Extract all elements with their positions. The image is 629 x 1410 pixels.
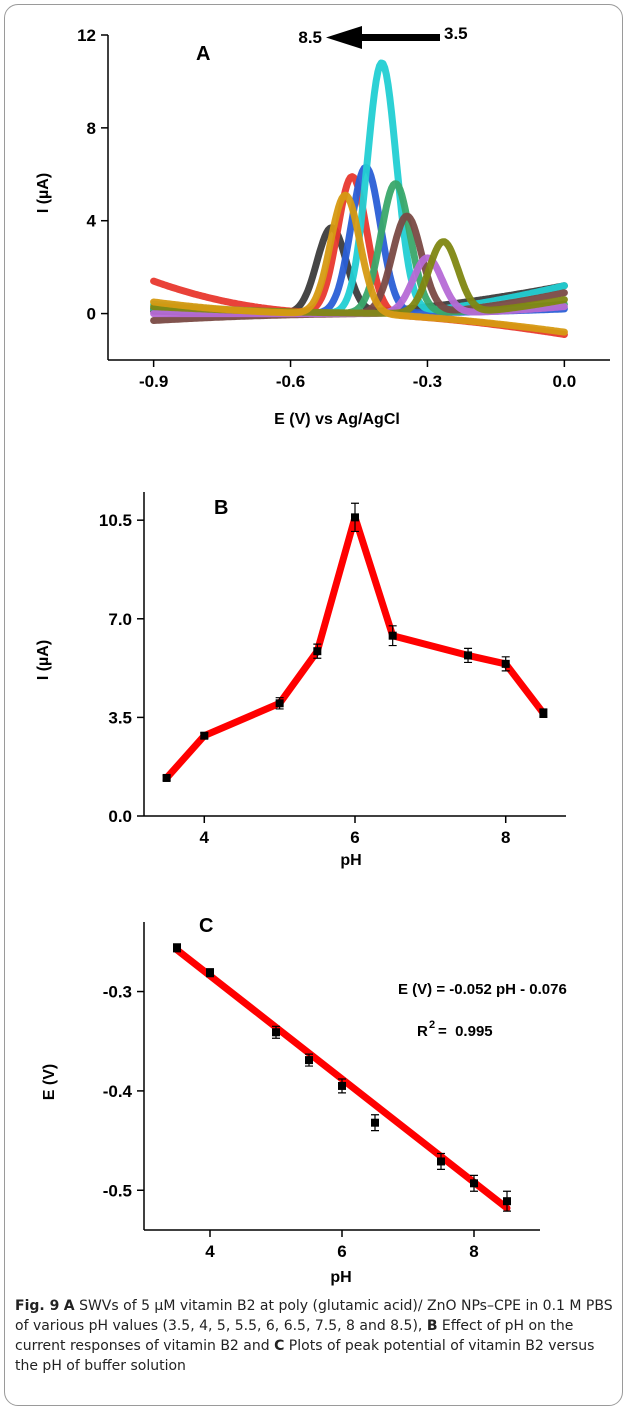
caption-label-a: A [63,1298,75,1314]
chart-c-x-tick-label: 8 [469,1242,478,1261]
chart-b-data-point [501,659,510,668]
chart-c-y-tick-label: -0.4 [103,1082,133,1101]
chart-b-data-point [162,773,171,782]
caption-text-b: Effect of pH on the current responses of… [15,1318,574,1354]
chart-b-y-tick-label: 10.5 [99,511,132,530]
chart-b-plot-area: 4 6 8 0.0 3.5 7.0 10.5 [99,492,566,847]
chart-b-y-tick-label: 0.0 [108,807,132,826]
chart-c-y-axis-label: E (V) [41,1064,58,1100]
chart-b-data-point [464,651,473,660]
chart-c-y-tick-label: -0.5 [103,1181,132,1200]
chart-c-data-point [305,1056,313,1065]
chart-c-x-tick-label: 4 [205,1242,215,1261]
chart-b-x-tick-label: 8 [501,828,510,847]
chart-a-x-tick-label: -0.9 [139,372,168,391]
figure-frame [4,4,623,1406]
chart-a-x-axis-label: E (V) vs Ag/AgCl [274,411,400,428]
chart-c-data-point [206,968,214,977]
chart-a-x-tick-label: -0.6 [276,372,305,391]
chart-c-x-axis-label: pH [330,1269,351,1286]
chart-a-y-tick-label: 8 [87,119,96,138]
chart-b: 4 6 8 0.0 3.5 7.0 10.5 B pH I (µA) [35,492,566,869]
chart-b-series-line [163,513,547,781]
chart-b-data-point [351,513,359,522]
chart-a-y-tick-label: 0 [87,305,96,324]
chart-c-data-point [173,943,181,952]
chart-b-data-point [275,699,284,708]
caption-label-b: B [426,1318,438,1334]
chart-c: 4 6 8 -0.3 -0.4 -0.5 C E (V) = -0.052 pH - 0.… [41,915,567,1286]
chart-b-x-tick-label: 4 [200,828,210,847]
chart-c-r2-superscript: 2 [429,1019,435,1031]
chart-b-y-tick-label: 7.0 [108,610,132,629]
caption-text-a: SWVs of 5 µM vitamin B2 at poly (glutami… [15,1298,613,1334]
chart-b-y-tick-label: 3.5 [108,708,132,727]
chart-c-data-point [470,1179,478,1188]
chart-b-data-point [539,709,548,718]
chart-c-data-point [338,1081,346,1090]
chart-a-y-axis-label: I (µA) [35,173,52,213]
chart-a-arrow-end-label: 8.5 [298,28,322,47]
caption-label-c: C [274,1338,285,1354]
chart-b-y-axis-label: I (µA) [35,640,52,680]
chart-c-y-tick-label: -0.3 [103,983,132,1002]
chart-a-y-tick-label: 4 [87,212,97,231]
chart-c-r-squared: R 2 = 0.995 [417,1019,493,1040]
chart-a-x-tick-label: 0.0 [553,372,577,391]
chart-a-arrow [326,26,440,49]
caption-fig-label: Fig. 9 [15,1298,60,1314]
chart-c-x-tick-label: 6 [337,1242,346,1261]
chart-a-arrow-start-label: 3.5 [444,24,468,43]
chart-c-data-point [371,1118,379,1127]
chart-a-y-tick-label: 12 [77,26,96,45]
chart-a-plot-area: -0.9 -0.6 -0.3 0.0 0 4 8 12 [77,26,610,391]
chart-b-data-point [388,631,397,640]
chart-c-plot-area: 4 6 8 -0.3 -0.4 -0.5 [103,922,540,1261]
chart-c-r2-value: = 0.995 [438,1023,493,1040]
chart-c-data-point [272,1028,280,1037]
chart-a-x-tick-label: -0.3 [413,372,442,391]
chart-b-x-axis-label: pH [340,852,361,869]
chart-a-panel-label: A [196,43,210,65]
chart-b-data-point [200,731,209,740]
figure-caption: Fig. 9 A SWVs of 5 µM vitamin B2 at poly… [15,1296,617,1376]
chart-c-equation: E (V) = -0.052 pH - 0.076 [398,981,567,998]
chart-a: -0.9 -0.6 -0.3 0.0 0 4 8 12 A 8.5 3.5 E (V) vs … [35,24,610,428]
chart-c-data-point [503,1197,511,1206]
chart-a-series-line-9 [150,191,568,336]
chart-c-r2-prefix: R [417,1023,428,1040]
chart-b-data-point [313,647,322,656]
chart-b-panel-label: B [214,497,228,519]
chart-c-panel-label: C [199,915,213,937]
chart-c-data-point [437,1157,445,1166]
chart-b-x-tick-label: 6 [350,828,359,847]
caption-text-c: Plots of peak potential of vitamin B2 ve… [15,1338,595,1374]
